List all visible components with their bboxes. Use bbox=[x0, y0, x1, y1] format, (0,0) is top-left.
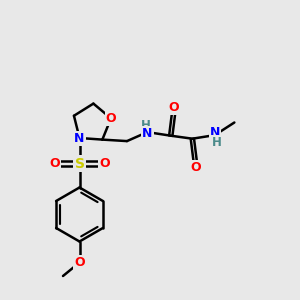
Text: N: N bbox=[74, 131, 85, 145]
Text: H: H bbox=[212, 136, 222, 149]
Text: O: O bbox=[190, 161, 201, 174]
Text: O: O bbox=[106, 112, 116, 125]
Text: H: H bbox=[141, 119, 151, 132]
Text: O: O bbox=[74, 256, 85, 269]
Text: O: O bbox=[49, 157, 60, 170]
Text: S: S bbox=[74, 157, 85, 170]
Text: N: N bbox=[210, 126, 220, 139]
Text: O: O bbox=[99, 157, 110, 170]
Text: N: N bbox=[142, 127, 153, 140]
Text: O: O bbox=[169, 101, 179, 114]
